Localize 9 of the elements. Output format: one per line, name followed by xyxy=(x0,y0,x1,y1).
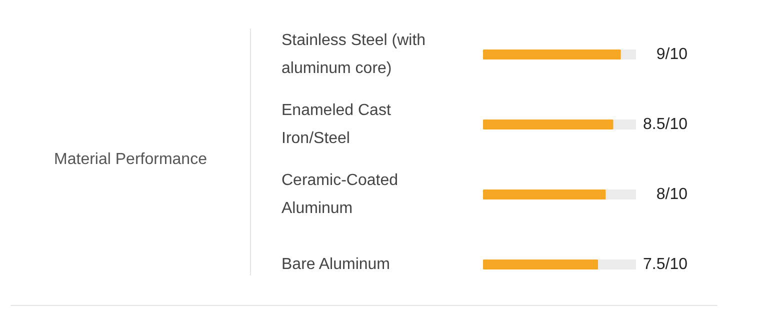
data-label: 8.5/10 xyxy=(643,116,688,133)
y-tick-label: Ceramic-Coated Aluminum xyxy=(282,172,398,217)
y-tick-label: Enameled Cast Iron/Steel xyxy=(282,102,392,147)
y-tick-label: Stainless Steel (with aluminum core) xyxy=(282,32,426,77)
data-label: 7.5/10 xyxy=(643,256,688,273)
y-tick-label: Bare Aluminum xyxy=(282,256,390,273)
data-label: 9/10 xyxy=(656,46,688,63)
data-label: 8/10 xyxy=(656,186,688,203)
text: Material Performance xyxy=(54,151,208,168)
